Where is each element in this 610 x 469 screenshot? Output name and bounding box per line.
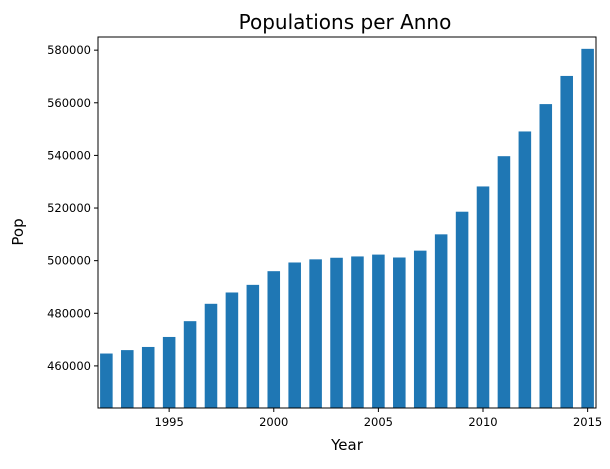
bar-1992 xyxy=(100,353,113,408)
bar-2002 xyxy=(309,259,322,408)
bar-2014 xyxy=(560,75,573,408)
bar-2012 xyxy=(518,131,532,408)
bar-2006 xyxy=(393,257,406,408)
chart-title: Populations per Anno xyxy=(239,10,452,34)
bar-2001 xyxy=(288,262,301,408)
bar-2004 xyxy=(351,256,364,408)
x-tick-label-2000: 2000 xyxy=(259,415,288,429)
y-axis: 460000 480000 500000 520000 540000 560000 5800… xyxy=(47,43,98,373)
bar-1994 xyxy=(141,346,155,408)
x-tick-label-2015: 2015 xyxy=(573,415,602,429)
bar-2015 xyxy=(581,48,594,409)
bar-1999 xyxy=(246,284,260,408)
bar-2008 xyxy=(434,234,448,408)
x-axis-label: Year xyxy=(330,436,364,454)
bars-group xyxy=(100,48,594,409)
y-tick-label-540000: 540000 xyxy=(47,148,91,162)
y-axis-label: Pop xyxy=(9,218,27,245)
y-tick-label-500000: 500000 xyxy=(47,254,91,268)
x-tick-label-2005: 2005 xyxy=(364,415,393,429)
bar-2013 xyxy=(539,104,553,408)
bar-2003 xyxy=(330,257,343,408)
bar-2009 xyxy=(455,211,469,408)
bar-2011 xyxy=(497,156,511,408)
bar-2007 xyxy=(413,250,427,408)
x-tick-label-2010: 2010 xyxy=(468,415,497,429)
plot-frame xyxy=(97,36,597,409)
bar-1996 xyxy=(183,321,197,408)
y-tick-label-580000: 580000 xyxy=(47,43,91,57)
y-tick-label-560000: 560000 xyxy=(47,96,91,110)
bar-1993 xyxy=(121,350,134,408)
x-axis: 1995 2000 2005 2010 2015 xyxy=(155,408,602,429)
bar-2010 xyxy=(476,186,490,408)
bar-2000 xyxy=(267,271,281,408)
bar-2005 xyxy=(372,254,385,408)
bar-1997 xyxy=(204,303,218,408)
y-tick-label-480000: 480000 xyxy=(47,306,91,320)
x-tick-label-1995: 1995 xyxy=(155,415,184,429)
bar-1998 xyxy=(225,292,239,408)
y-tick-label-460000: 460000 xyxy=(47,359,91,373)
y-tick-label-520000: 520000 xyxy=(47,201,91,215)
bar-1995 xyxy=(162,336,176,408)
